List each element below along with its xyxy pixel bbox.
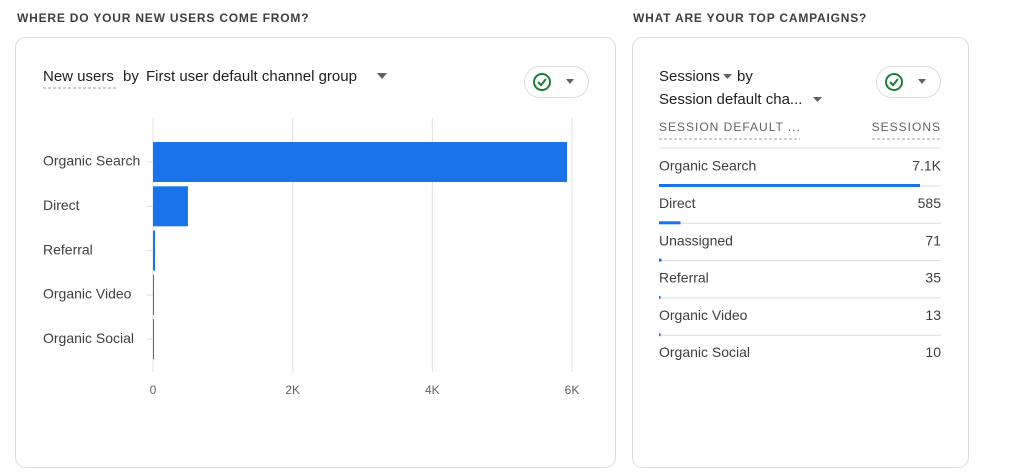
card-heading: WHAT ARE YOUR TOP CAMPAIGNS? (633, 11, 867, 25)
row-label: Organic Search (659, 158, 756, 174)
column-header[interactable]: SESSION DEFAULT ... (659, 120, 801, 134)
row-label: Organic Video (659, 307, 748, 323)
y-tick-label: Referral (43, 241, 93, 257)
bar (153, 186, 188, 227)
check-button[interactable] (876, 66, 941, 98)
dimension-selector[interactable]: First user default channel group (146, 68, 357, 85)
check-icon (885, 73, 903, 91)
card (15, 37, 616, 468)
row-label: Direct (659, 195, 696, 211)
row-value: 35 (925, 270, 941, 286)
column-header[interactable]: SESSIONS (872, 120, 941, 134)
progress-bar (659, 221, 681, 225)
label: by (737, 68, 753, 85)
metric-selector[interactable]: New users (43, 68, 114, 85)
y-tick-label: Organic Search (43, 153, 140, 169)
bar (153, 319, 154, 360)
y-tick-label: Direct (43, 197, 80, 213)
row-label: Organic Social (659, 344, 750, 360)
bar (153, 274, 154, 315)
row-value: 10 (925, 344, 941, 360)
progress-bar (659, 295, 661, 299)
check-icon (889, 78, 899, 87)
check-button[interactable] (524, 66, 589, 98)
dimension-selector[interactable]: Session default cha... (659, 91, 802, 108)
dropdown-arrow[interactable] (813, 97, 822, 102)
x-tick-label: 2K (285, 383, 300, 397)
progress-bar (659, 258, 662, 262)
x-tick-label: 0 (150, 383, 157, 397)
label: by (123, 68, 139, 85)
dropdown-arrow (566, 79, 574, 84)
progress-bar (659, 333, 661, 337)
metric-selector[interactable]: Sessions (659, 68, 720, 85)
row-label: Unassigned (659, 232, 733, 248)
check-icon (533, 73, 551, 91)
progress-bar (659, 184, 920, 187)
x-tick-label: 4K (425, 383, 440, 397)
dropdown-arrow[interactable] (377, 73, 387, 79)
dropdown-arrow[interactable] (723, 74, 732, 79)
row-value: 71 (925, 232, 941, 248)
bar (153, 230, 156, 271)
row-label: Referral (659, 270, 709, 286)
y-tick-label: Organic Social (43, 330, 134, 346)
row-value: 13 (925, 307, 941, 323)
x-tick-label: 6K (565, 383, 580, 397)
row-value: 585 (918, 195, 942, 211)
y-tick-label: Organic Video (43, 286, 132, 302)
check-icon (537, 78, 547, 87)
row-value: 7.1K (912, 158, 941, 174)
dropdown-arrow (918, 79, 926, 84)
bar (153, 142, 568, 182)
card-heading: WHERE DO YOUR NEW USERS COME FROM? (17, 11, 309, 25)
